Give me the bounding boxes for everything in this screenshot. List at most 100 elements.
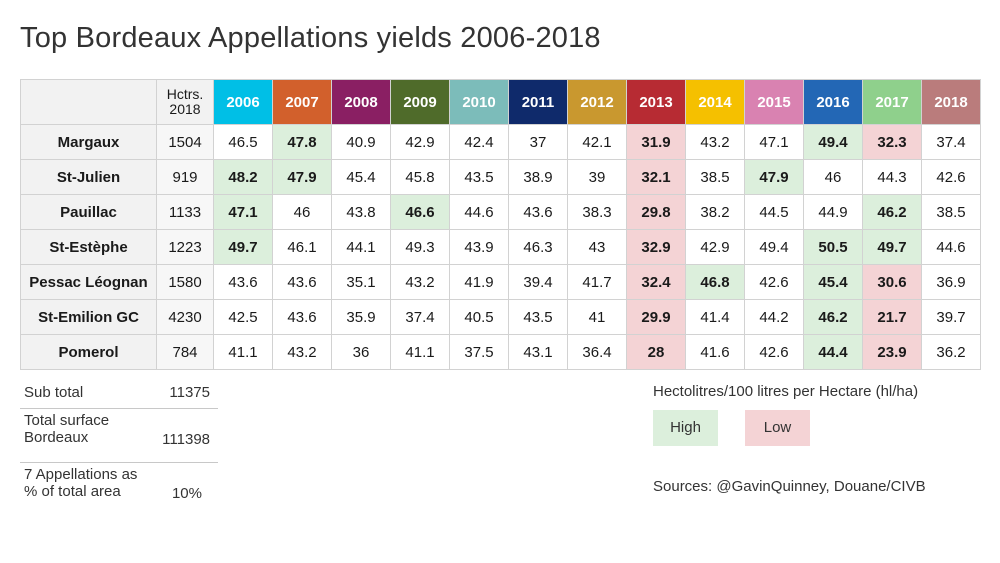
appellation-name: St-Emilion GC xyxy=(20,299,157,335)
yield-cell: 45.4 xyxy=(331,159,391,195)
yield-cell: 43.6 xyxy=(213,264,273,300)
yields-table: Hctrs. 2018 2006 2007 2008 2009 2010 2011 2012… xyxy=(20,79,981,370)
year-header-2008: 2008 xyxy=(331,79,391,125)
table-row: Pomerol 784 41.1 43.2 36 41.1 37.5 43.1 36.4 28 41… xyxy=(20,334,981,370)
yield-cell: 46 xyxy=(272,194,332,230)
yield-cell: 44.3 xyxy=(862,159,922,195)
year-header-2013: 2013 xyxy=(626,79,686,125)
summary-label: Sub total xyxy=(24,384,83,401)
summary-value: 10% xyxy=(171,485,202,502)
yield-cell: 23.9 xyxy=(862,334,922,370)
appellation-name: Pomerol xyxy=(20,334,157,370)
yield-cell: 38.9 xyxy=(508,159,568,195)
table-row: St-Emilion GC 4230 42.5 43.6 35.9 37.4 40.5 43.… xyxy=(20,299,981,335)
year-header-2006: 2006 xyxy=(213,79,273,125)
summary-label: 7 Appellations as% of total area xyxy=(24,466,137,500)
summary-row: Total surface Bordeaux 111398 xyxy=(20,409,218,463)
yield-cell: 28 xyxy=(626,334,686,370)
legend-title: Hectolitres/100 litres per Hectare (hl/h… xyxy=(653,383,919,400)
yield-cell: 36.4 xyxy=(567,334,627,370)
year-header-2009: 2009 xyxy=(390,79,450,125)
summary-value: 11375 xyxy=(169,384,210,401)
summary-row: Sub total 11375 xyxy=(20,375,218,409)
year-header-2016: 2016 xyxy=(803,79,863,125)
yield-cell: 49.4 xyxy=(803,124,863,160)
yield-cell: 44.1 xyxy=(331,229,391,265)
yield-cell: 47.8 xyxy=(272,124,332,160)
appellation-name: Pauillac xyxy=(20,194,157,230)
legend-high-swatch: High xyxy=(653,410,718,446)
summary-label-line: Total surface xyxy=(24,412,110,429)
yield-cell: 42.6 xyxy=(744,334,804,370)
yield-cell: 43.9 xyxy=(449,229,509,265)
year-header-2017: 2017 xyxy=(862,79,922,125)
table-row: Pessac Léognan 1580 43.6 43.6 35.1 43.2 41.9 39… xyxy=(20,264,981,300)
appellation-name: St-Estèphe xyxy=(20,229,157,265)
chart-title: Top Bordeaux Appellations yields 2006-20… xyxy=(20,22,601,54)
year-header-2011: 2011 xyxy=(508,79,568,125)
yield-cell: 43.8 xyxy=(331,194,391,230)
yield-cell: 42.4 xyxy=(449,124,509,160)
yield-cell: 39.7 xyxy=(921,299,981,335)
year-header-2015: 2015 xyxy=(744,79,804,125)
appellation-name: St-Julien xyxy=(20,159,157,195)
yield-cell: 46.1 xyxy=(272,229,332,265)
yield-cell: 44.2 xyxy=(744,299,804,335)
yield-cell: 42.6 xyxy=(921,159,981,195)
yield-cell: 43.6 xyxy=(272,299,332,335)
summary-label-line: % of total area xyxy=(24,483,121,500)
yield-cell: 46.5 xyxy=(213,124,273,160)
yield-cell: 43.2 xyxy=(685,124,745,160)
yield-cell: 43.2 xyxy=(390,264,450,300)
yield-cell: 41.6 xyxy=(685,334,745,370)
yield-cell: 35.1 xyxy=(331,264,391,300)
year-header-2018: 2018 xyxy=(921,79,981,125)
yield-cell: 42.9 xyxy=(390,124,450,160)
yield-cell: 43.6 xyxy=(508,194,568,230)
yield-cell: 42.9 xyxy=(685,229,745,265)
appellation-name: Pessac Léognan xyxy=(20,264,157,300)
yield-cell: 45.8 xyxy=(390,159,450,195)
yield-cell: 47.1 xyxy=(744,124,804,160)
yield-cell: 32.4 xyxy=(626,264,686,300)
yield-cell: 38.5 xyxy=(685,159,745,195)
area-cell: 919 xyxy=(156,159,214,195)
yield-cell: 43.5 xyxy=(508,299,568,335)
year-header-2007: 2007 xyxy=(272,79,332,125)
yield-cell: 29.9 xyxy=(626,299,686,335)
yield-cell: 46.2 xyxy=(803,299,863,335)
yield-cell: 32.9 xyxy=(626,229,686,265)
yield-cell: 43.6 xyxy=(272,264,332,300)
yield-cell: 49.7 xyxy=(213,229,273,265)
yield-cell: 31.9 xyxy=(626,124,686,160)
yield-cell: 45.4 xyxy=(803,264,863,300)
yield-cell: 37.4 xyxy=(390,299,450,335)
area-header-line2: 2018 xyxy=(169,101,201,117)
area-cell: 4230 xyxy=(156,299,214,335)
yield-cell: 46.3 xyxy=(508,229,568,265)
summary-label: Total surface Bordeaux xyxy=(24,412,109,446)
yield-cell: 36.2 xyxy=(921,334,981,370)
area-cell: 1133 xyxy=(156,194,214,230)
yield-cell: 37 xyxy=(508,124,568,160)
summary-row: 7 Appellations as% of total area 10% xyxy=(20,463,218,515)
yield-cell: 40.5 xyxy=(449,299,509,335)
yield-cell: 41.9 xyxy=(449,264,509,300)
yield-cell: 42.5 xyxy=(213,299,273,335)
legend-low-swatch: Low xyxy=(745,410,810,446)
yield-cell: 47.1 xyxy=(213,194,273,230)
yield-cell: 47.9 xyxy=(744,159,804,195)
area-column-header: Hctrs. 2018 xyxy=(156,79,214,125)
yield-cell: 49.7 xyxy=(862,229,922,265)
yield-cell: 41.1 xyxy=(390,334,450,370)
yield-cell: 35.9 xyxy=(331,299,391,335)
yield-cell: 44.5 xyxy=(744,194,804,230)
yield-cell: 36 xyxy=(331,334,391,370)
yield-cell: 21.7 xyxy=(862,299,922,335)
yield-cell: 43 xyxy=(567,229,627,265)
yield-cell: 39.4 xyxy=(508,264,568,300)
yield-cell: 42.6 xyxy=(744,264,804,300)
yield-cell: 39 xyxy=(567,159,627,195)
yield-cell: 41.1 xyxy=(213,334,273,370)
yield-cell: 38.2 xyxy=(685,194,745,230)
